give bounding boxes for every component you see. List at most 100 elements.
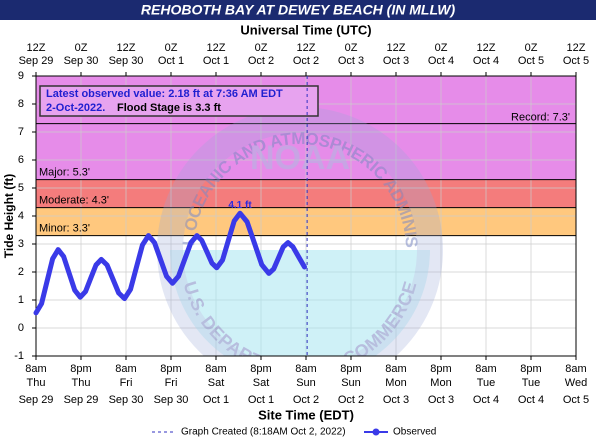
x-tick-day: Mon (430, 377, 451, 389)
x-tick-date: Oct 2 (338, 394, 364, 406)
x-tick-day: Thu (27, 377, 46, 389)
x2-tick-date: Oct 5 (518, 55, 544, 67)
x-tick-day: Fri (165, 377, 178, 389)
x2-tick-label: 12Z (387, 42, 406, 54)
threshold-label: Major: 5.3' (39, 167, 90, 179)
x-tick-day: Thu (72, 377, 91, 389)
y-tick-label: 1 (18, 294, 24, 306)
info-box: Latest observed value: 2.18 ft at 7:36 A… (39, 85, 319, 117)
x-tick-day: Tue (477, 377, 496, 389)
x-tick-label: 8am (475, 363, 496, 375)
x-tick-date: Sep 29 (64, 394, 99, 406)
legend-label: Observed (393, 427, 436, 438)
x-tick-label: 8am (295, 363, 316, 375)
x2-axis-title: Universal Time (UTC) (240, 22, 371, 37)
x2-tick-date: Oct 3 (338, 55, 364, 67)
y-tick-label: 5 (18, 182, 24, 194)
x-tick-date: Sep 30 (109, 394, 144, 406)
x-tick-day: Sat (208, 377, 225, 389)
record-label: Record: 7.3' (511, 112, 570, 124)
y-axis-title: Tide Height (ft) (2, 174, 16, 258)
x-tick-label: 8am (205, 363, 226, 375)
plot-layer: Major: 5.3' Moderate: 4.3' Minor: 3.3' Reco… (35, 75, 577, 357)
info-box-frame (39, 85, 319, 117)
x2-tick-label: 0Z (75, 42, 88, 54)
x-axis-title: Site Time (EDT) (258, 407, 354, 422)
x2-tick-date: Oct 2 (248, 55, 274, 67)
x-tick-date: Sep 29 (19, 394, 54, 406)
x-tick-date: Oct 3 (428, 394, 454, 406)
chart-title: REHOBOTH BAY AT DEWEY BEACH (IN MLLW) (141, 2, 456, 18)
x-tick-date: Oct 1 (203, 394, 229, 406)
y-tick-label: 0 (18, 322, 24, 334)
x2-tick-label: 0Z (435, 42, 448, 54)
x2-tick-label: 12Z (27, 42, 46, 54)
watermark-ring (157, 107, 443, 356)
x-tick-date: Sep 30 (154, 394, 189, 406)
x-tick-label: 8am (115, 363, 136, 375)
x-tick-label: 8am (565, 363, 586, 375)
x2-tick-date: Oct 4 (473, 55, 499, 67)
x-tick-day: Fri (120, 377, 133, 389)
legend-marker (372, 428, 380, 436)
x2-tick-date: Oct 2 (293, 55, 319, 67)
x-tick-label: 8am (385, 363, 406, 375)
x-tick-label: 8pm (70, 363, 91, 375)
x2-tick-label: 0Z (345, 42, 358, 54)
peak-label: 4.1 ft (228, 200, 252, 211)
x-tick-day: Sun (296, 377, 316, 389)
title-bar (0, 0, 596, 20)
x-tick-label: 8am (25, 363, 46, 375)
x-tick-day: Mon (385, 377, 406, 389)
x-tick-date: Oct 3 (383, 394, 409, 406)
y-tick-label: -1 (14, 350, 24, 362)
x-tick-label: 8pm (160, 363, 181, 375)
info-date: 2-Oct-2022. (46, 102, 105, 114)
x-tick-label: 8pm (520, 363, 541, 375)
x-tick-label: 8pm (250, 363, 271, 375)
x2-tick-label: 12Z (207, 42, 226, 54)
x2-tick-date: Oct 5 (563, 55, 589, 67)
x-tick-day: Tue (522, 377, 541, 389)
x2-tick-label: 12Z (567, 42, 586, 54)
x-tick-day: Sat (253, 377, 270, 389)
x2-tick-date: Sep 30 (109, 55, 144, 67)
y-tick-label: 2 (18, 266, 24, 278)
x-tick-date: Oct 4 (473, 394, 499, 406)
x2-tick-label: 12Z (297, 42, 316, 54)
threshold-label: Moderate: 4.3' (39, 195, 109, 207)
y-tick-label: 4 (18, 210, 24, 222)
x2-tick-date: Sep 29 (19, 55, 54, 67)
x2-tick-date: Oct 1 (158, 55, 184, 67)
x2-tick-date: Oct 4 (428, 55, 454, 67)
x2-tick-label: 0Z (525, 42, 538, 54)
y-tick-label: 9 (18, 70, 24, 82)
watermark-shape (170, 250, 430, 356)
x2-tick-label: 12Z (477, 42, 496, 54)
x-tick-label: 8pm (430, 363, 451, 375)
x2-tick-date: Sep 30 (64, 55, 99, 67)
info-flood-stage: Flood Stage is 3.3 ft (117, 102, 221, 114)
x2-tick-date: Oct 3 (383, 55, 409, 67)
series-line (33, 210, 307, 316)
threshold-label: Minor: 3.3' (39, 223, 90, 235)
x-tick-day: Wed (565, 377, 587, 389)
x-tick-date: Oct 5 (563, 394, 589, 406)
x2-tick-label: 0Z (165, 42, 178, 54)
x-tick-day: Sun (341, 377, 361, 389)
info-line: Latest observed value: 2.18 ft at 7:36 A… (46, 88, 283, 100)
legend-label: Graph Created (8:18AM Oct 2, 2022) (181, 427, 346, 438)
x2-tick-label: 0Z (255, 42, 268, 54)
x-tick-date: Oct 2 (293, 394, 319, 406)
x2-tick-date: Oct 1 (203, 55, 229, 67)
x-tick-date: Oct 1 (248, 394, 274, 406)
y-tick-label: 3 (18, 238, 24, 250)
x-tick-date: Oct 4 (518, 394, 544, 406)
y-tick-label: 8 (18, 98, 24, 110)
watermark-center: NOAA (250, 139, 350, 177)
y-tick-label: 7 (18, 126, 24, 138)
y-tick-label: 6 (18, 154, 24, 166)
x-tick-label: 8pm (340, 363, 361, 375)
x2-tick-label: 12Z (117, 42, 136, 54)
